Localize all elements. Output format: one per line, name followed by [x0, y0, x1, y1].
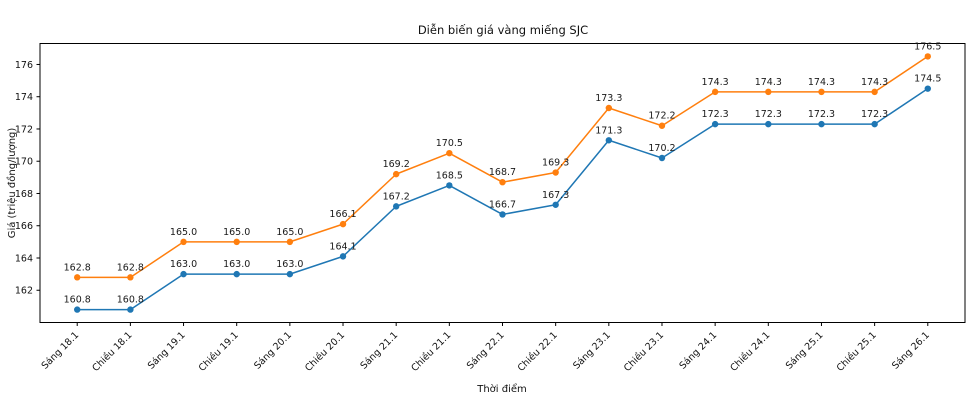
data-point-blue	[392, 203, 400, 210]
x-tick-label: Sáng 18.1	[40, 330, 82, 372]
data-point-blue	[446, 182, 453, 189]
x-tick-label: Chiều 20.1	[303, 330, 347, 374]
data-label-orange: 176.5	[914, 41, 941, 52]
x-tick-label: Chiều 24.1	[728, 330, 772, 374]
data-label-blue: 166.7	[489, 199, 516, 210]
y-tick-label: 176	[15, 60, 33, 71]
data-point-orange	[711, 88, 719, 96]
data-point-orange	[127, 274, 134, 281]
data-label-blue: 170.2	[648, 143, 675, 154]
data-label-orange: 172.2	[648, 111, 675, 122]
x-tick-label: Chiều 21.1	[409, 330, 453, 374]
x-tick-label: Sáng 22.1	[465, 330, 507, 372]
data-label-blue: 172.3	[755, 109, 782, 120]
y-axis-label: Giá (triệu đồng/lượng)	[6, 128, 18, 239]
data-label-blue: 163.0	[276, 259, 303, 270]
y-tick-label: 170	[15, 157, 33, 168]
x-tick-label: Chiều 18.1	[90, 330, 134, 374]
data-point-orange	[924, 53, 931, 60]
chart-title: Diễn biến giá vàng miếng SJC	[418, 23, 588, 37]
data-point-orange	[339, 220, 347, 228]
data-label-blue: 174.5	[914, 74, 941, 85]
data-point-blue	[605, 137, 613, 144]
data-label-blue: 171.3	[595, 125, 622, 136]
x-tick-label: Chiều 25.1	[835, 330, 879, 374]
data-label-blue: 172.3	[808, 109, 835, 120]
data-point-blue	[765, 120, 772, 128]
data-label-orange: 162.8	[64, 262, 91, 273]
x-tick-label: Sáng 24.1	[677, 330, 719, 372]
x-tick-label: Chiều 23.1	[622, 330, 666, 374]
data-label-orange: 174.3	[702, 77, 729, 88]
data-label-orange: 170.5	[436, 138, 463, 149]
data-label-blue: 164.1	[329, 241, 356, 252]
data-point-blue	[339, 253, 347, 260]
x-tick-label: Chiều 22.1	[516, 330, 560, 374]
x-tick-label: Sáng 20.1	[252, 330, 294, 372]
data-label-blue: 163.0	[223, 259, 250, 270]
data-point-blue	[818, 120, 825, 128]
data-point-orange	[658, 122, 666, 129]
data-point-blue	[74, 306, 81, 313]
data-label-orange: 162.8	[117, 262, 144, 273]
y-tick-label: 166	[15, 221, 33, 232]
data-label-orange: 165.0	[223, 227, 250, 238]
data-point-orange	[871, 88, 878, 96]
data-point-orange	[818, 88, 825, 96]
y-tick-label: 172	[15, 124, 33, 135]
x-tick-label: Sáng 25.1	[784, 330, 826, 372]
data-point-blue	[127, 306, 134, 313]
data-point-blue	[499, 211, 506, 218]
x-tick-label: Sáng 26.1	[890, 330, 932, 372]
data-point-orange	[499, 178, 506, 186]
data-label-orange: 169.2	[383, 159, 410, 170]
y-tick-label: 162	[15, 286, 33, 297]
data-point-blue	[711, 120, 719, 128]
data-label-orange: 173.3	[595, 93, 622, 104]
data-point-orange	[446, 149, 453, 157]
y-tick-label: 174	[15, 92, 33, 103]
data-label-orange: 168.7	[489, 167, 516, 178]
data-point-blue	[871, 120, 878, 128]
data-point-blue	[233, 270, 240, 278]
data-label-blue: 172.3	[702, 109, 729, 120]
x-tick-label: Sáng 23.1	[571, 330, 613, 372]
x-tick-label: Sáng 19.1	[146, 330, 188, 372]
data-label-orange: 165.0	[170, 227, 197, 238]
data-label-blue: 163.0	[170, 259, 197, 270]
data-label-blue: 167.3	[542, 190, 569, 201]
data-point-blue	[924, 85, 931, 92]
data-point-orange	[74, 274, 81, 281]
data-label-orange: 166.1	[329, 209, 356, 220]
data-label-blue: 167.2	[383, 191, 410, 202]
data-label-blue: 160.8	[64, 295, 91, 306]
data-point-orange	[286, 238, 294, 246]
data-point-blue	[180, 270, 187, 278]
data-label-blue: 168.5	[436, 170, 463, 181]
data-point-orange	[765, 88, 772, 96]
data-point-orange	[605, 104, 613, 112]
data-label-orange: 174.3	[861, 77, 888, 88]
y-tick-label: 164	[15, 253, 33, 264]
data-label-orange: 169.3	[542, 158, 569, 169]
x-tick-label: Sáng 21.1	[359, 330, 401, 372]
data-label-orange: 174.3	[808, 77, 835, 88]
data-label-blue: 172.3	[861, 109, 888, 120]
data-point-blue	[552, 201, 559, 208]
data-label-orange: 165.0	[276, 227, 303, 238]
data-point-orange	[552, 169, 559, 176]
data-point-orange	[392, 170, 400, 178]
data-label-orange: 174.3	[755, 77, 782, 88]
y-tick-label: 168	[15, 189, 33, 200]
data-point-blue	[286, 270, 294, 278]
data-point-blue	[658, 154, 666, 162]
data-point-orange	[180, 238, 187, 246]
data-label-blue: 160.8	[117, 295, 144, 306]
x-axis-label: Thời điểm	[476, 382, 527, 395]
x-tick-label: Chiều 19.1	[197, 330, 241, 374]
data-point-orange	[233, 238, 240, 246]
